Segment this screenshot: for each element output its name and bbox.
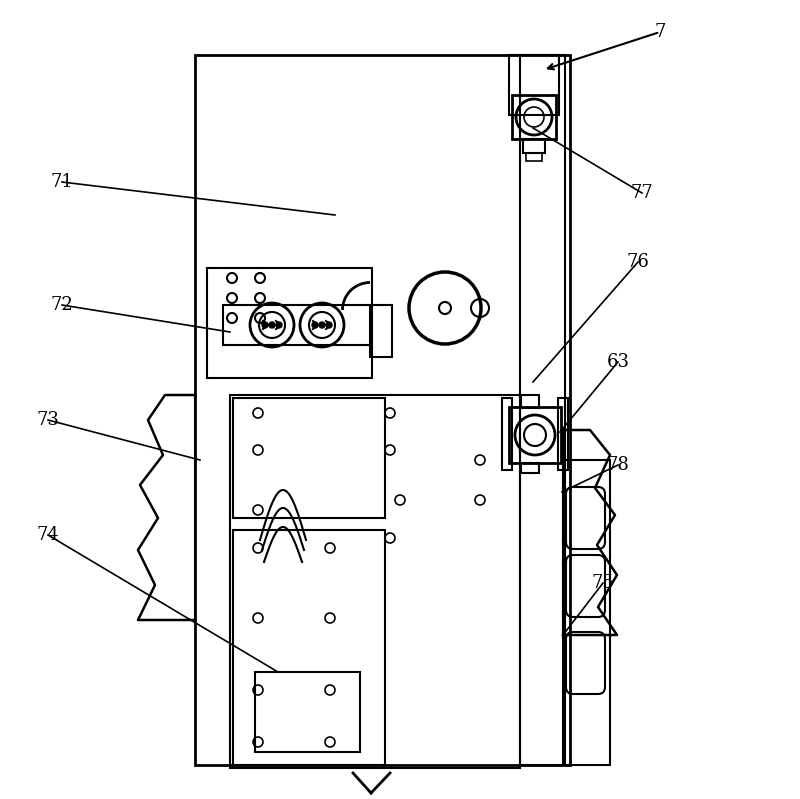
Text: 77: 77 xyxy=(630,184,654,202)
Text: 74: 74 xyxy=(37,526,59,544)
Text: 73: 73 xyxy=(37,411,59,429)
Text: 76: 76 xyxy=(626,253,650,271)
Circle shape xyxy=(276,322,282,328)
Circle shape xyxy=(312,322,318,328)
Bar xyxy=(509,55,559,115)
Bar xyxy=(512,95,556,139)
Bar xyxy=(521,395,539,408)
Bar xyxy=(223,305,371,345)
Bar xyxy=(509,407,561,463)
Circle shape xyxy=(326,322,332,328)
Bar xyxy=(502,398,512,470)
Bar xyxy=(563,460,610,765)
Text: 71: 71 xyxy=(50,173,74,191)
Text: 72: 72 xyxy=(50,296,74,314)
Circle shape xyxy=(319,322,325,328)
Bar xyxy=(233,398,385,518)
Bar xyxy=(520,55,565,765)
Bar xyxy=(558,398,568,470)
Bar xyxy=(521,463,539,473)
Text: 78: 78 xyxy=(606,456,630,474)
Bar xyxy=(230,395,520,768)
Bar xyxy=(233,530,385,765)
Text: 75: 75 xyxy=(592,574,614,592)
Bar xyxy=(207,268,372,378)
Circle shape xyxy=(269,322,275,328)
Bar xyxy=(255,672,360,752)
Bar xyxy=(523,139,545,153)
Bar xyxy=(370,305,392,357)
Text: 63: 63 xyxy=(606,353,630,371)
Circle shape xyxy=(262,322,268,328)
Text: 7: 7 xyxy=(654,23,666,41)
Bar xyxy=(526,153,542,161)
Bar xyxy=(195,55,570,765)
